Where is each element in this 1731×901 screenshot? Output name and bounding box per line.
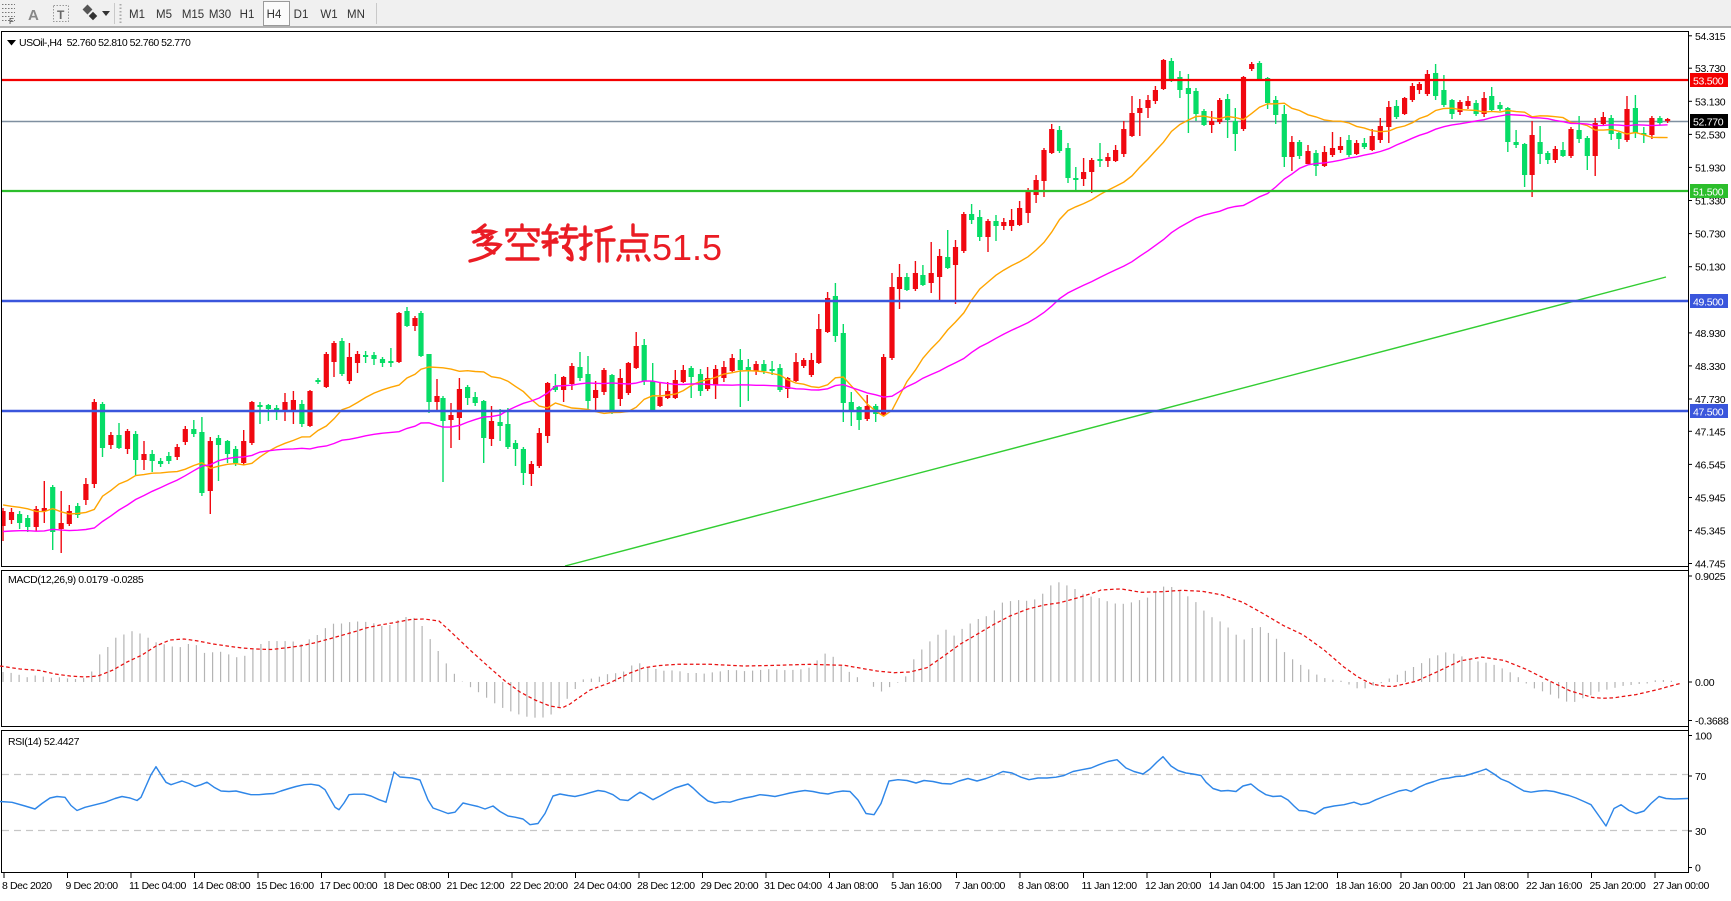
svg-text:M1: M1 [129, 9, 145, 21]
svg-text:53.130: 53.130 [1695, 96, 1726, 108]
svg-text:44.745: 44.745 [1695, 559, 1726, 571]
svg-text:47.730: 47.730 [1695, 394, 1726, 406]
svg-text:8 Dec 2020: 8 Dec 2020 [2, 880, 52, 892]
svg-text:30: 30 [1695, 826, 1707, 838]
svg-text:100: 100 [1695, 731, 1712, 743]
svg-text:51.5: 51.5 [652, 227, 722, 268]
svg-text:17 Dec 00:00: 17 Dec 00:00 [320, 880, 378, 892]
svg-text:70: 70 [1695, 771, 1707, 783]
svg-text:22 Jan 16:00: 22 Jan 16:00 [1526, 880, 1582, 892]
svg-text:MACD(12,26,9) 0.0179 -0.0285: MACD(12,26,9) 0.0179 -0.0285 [8, 574, 144, 586]
svg-text:51.500: 51.500 [1693, 187, 1724, 199]
svg-text:54.315: 54.315 [1695, 31, 1726, 43]
svg-text:8 Jan 08:00: 8 Jan 08:00 [1018, 880, 1069, 892]
svg-text:USOil-,H4 52.760 52.810 52.76: USOil-,H4 52.760 52.810 52.760 52.770 [19, 37, 191, 49]
svg-text:W1: W1 [320, 9, 337, 21]
svg-text:25 Jan 20:00: 25 Jan 20:00 [1590, 880, 1646, 892]
svg-text:47.500: 47.500 [1693, 407, 1724, 419]
svg-text:46.545: 46.545 [1695, 459, 1726, 471]
svg-text:21 Dec 12:00: 21 Dec 12:00 [447, 880, 505, 892]
svg-text:50.130: 50.130 [1695, 262, 1726, 274]
svg-text:52.770: 52.770 [1693, 117, 1724, 129]
svg-text:11 Dec 04:00: 11 Dec 04:00 [129, 880, 186, 892]
svg-text:21 Jan 08:00: 21 Jan 08:00 [1463, 880, 1519, 892]
svg-text:D1: D1 [294, 9, 309, 21]
svg-text:F: F [9, 17, 14, 26]
svg-text:50.730: 50.730 [1695, 229, 1726, 241]
svg-text:14 Dec 08:00: 14 Dec 08:00 [193, 880, 251, 892]
svg-text:51.930: 51.930 [1695, 162, 1726, 174]
svg-text:49.500: 49.500 [1693, 297, 1724, 309]
svg-text:45.345: 45.345 [1695, 526, 1726, 538]
svg-text:28 Dec 12:00: 28 Dec 12:00 [637, 880, 695, 892]
svg-text:M30: M30 [209, 9, 231, 21]
svg-text:H4: H4 [267, 9, 282, 21]
svg-text:47.145: 47.145 [1695, 426, 1726, 438]
svg-text:M5: M5 [156, 9, 172, 21]
svg-text:7 Jan 00:00: 7 Jan 00:00 [955, 880, 1006, 892]
svg-text:27 Jan 00:00: 27 Jan 00:00 [1653, 880, 1709, 892]
svg-text:12 Jan 20:00: 12 Jan 20:00 [1145, 880, 1201, 892]
svg-text:0.9025: 0.9025 [1695, 571, 1726, 583]
svg-text:53.730: 53.730 [1695, 63, 1726, 75]
svg-text:48.930: 48.930 [1695, 328, 1726, 340]
svg-text:18 Jan 16:00: 18 Jan 16:00 [1336, 880, 1392, 892]
svg-text:29 Dec 20:00: 29 Dec 20:00 [701, 880, 759, 892]
svg-text:-0.3688: -0.3688 [1695, 716, 1729, 728]
svg-text:MN: MN [347, 9, 365, 21]
svg-text:18 Dec 08:00: 18 Dec 08:00 [383, 880, 441, 892]
svg-text:A: A [28, 7, 39, 24]
svg-text:45.945: 45.945 [1695, 493, 1726, 505]
svg-text:0: 0 [1695, 863, 1701, 875]
svg-text:51.330: 51.330 [1695, 196, 1726, 208]
svg-text:52.530: 52.530 [1695, 129, 1726, 141]
svg-text:14 Jan 04:00: 14 Jan 04:00 [1209, 880, 1265, 892]
svg-text:H1: H1 [240, 9, 255, 21]
svg-text:48.330: 48.330 [1695, 361, 1726, 373]
svg-text:T: T [57, 8, 65, 22]
svg-text:0.00: 0.00 [1695, 677, 1715, 689]
svg-text:22 Dec 20:00: 22 Dec 20:00 [510, 880, 568, 892]
svg-text:9 Dec 20:00: 9 Dec 20:00 [66, 880, 119, 892]
svg-text:24 Dec 04:00: 24 Dec 04:00 [574, 880, 632, 892]
svg-text:15 Dec 16:00: 15 Dec 16:00 [256, 880, 314, 892]
svg-text:31 Dec 04:00: 31 Dec 04:00 [764, 880, 822, 892]
svg-text:15 Jan 12:00: 15 Jan 12:00 [1272, 880, 1328, 892]
svg-text:53.500: 53.500 [1693, 76, 1724, 88]
svg-text:5 Jan 16:00: 5 Jan 16:00 [891, 880, 942, 892]
svg-text:RSI(14) 52.4427: RSI(14) 52.4427 [8, 736, 80, 748]
svg-text:M15: M15 [182, 9, 204, 21]
svg-text:11 Jan 12:00: 11 Jan 12:00 [1082, 880, 1138, 892]
svg-text:20 Jan 00:00: 20 Jan 00:00 [1399, 880, 1455, 892]
svg-text:4 Jan 08:00: 4 Jan 08:00 [828, 880, 879, 892]
